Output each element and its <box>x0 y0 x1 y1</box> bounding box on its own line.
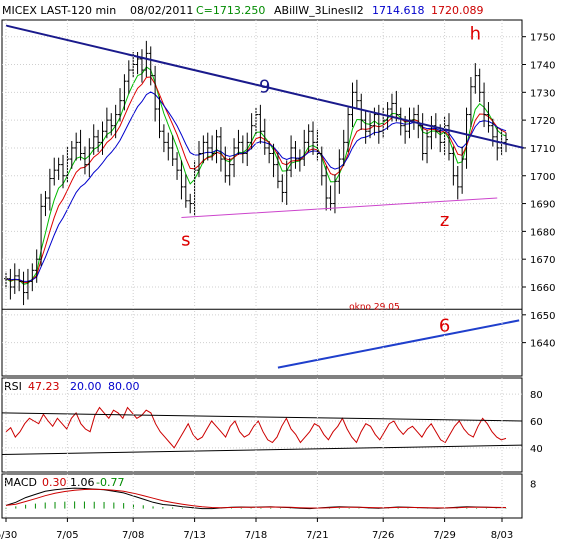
rsi-y-tick-label: 80 <box>530 390 543 401</box>
x-tick-label: 7/13 <box>183 530 205 541</box>
rsi-y-tick-label: 60 <box>530 417 543 428</box>
price-y-tick-label: 1670 <box>530 255 555 266</box>
x-tick-label: 6/30 <box>0 530 17 541</box>
header-indicator-value-1: 1714.618 <box>372 4 425 17</box>
rsi-lower-trendline <box>1 444 523 456</box>
header-close: C=1713.250 <box>196 4 265 17</box>
x-tick-label: 7/18 <box>245 530 267 541</box>
x-tick-label: 7/26 <box>372 530 394 541</box>
price-panel: 1640 1650 1660 1670 1680 1690 1700 1710 1720 1730… <box>1 19 555 377</box>
annotation-label: 9 <box>259 76 270 97</box>
annotation-label: h <box>470 23 481 44</box>
price-y-tick-label: 1690 <box>530 200 555 211</box>
price-y-tick-label: 1700 <box>530 172 555 183</box>
rsi-frame <box>1 377 523 473</box>
macd-name-label: MACD <box>4 476 37 489</box>
rsi-y-tick-label: 40 <box>530 444 543 455</box>
line-line-6 <box>277 319 520 369</box>
rsi-name-label: RSI <box>4 380 22 393</box>
macd-frame <box>1 473 523 519</box>
macd-value-2: 1.06 <box>70 476 95 489</box>
header-indicator-value-2: 1720.089 <box>431 4 484 17</box>
price-frame <box>1 19 523 377</box>
x-tick-label: 7/08 <box>122 530 144 541</box>
price-y-tick-label: 1650 <box>530 311 555 322</box>
price-y-tick-label: 1740 <box>530 61 555 72</box>
annotation-label: z <box>440 210 449 231</box>
macd-value-3: -0.77 <box>96 476 124 489</box>
annotation-label: okno 29.05 <box>349 302 400 312</box>
macd-value-1: 0.30 <box>42 476 67 489</box>
header-date: 08/02/2011 <box>130 4 193 17</box>
x-axis: 6/30 7/05 7/08 7/13 7/18 7/21 7/26 7/29 8/03 <box>0 20 513 541</box>
header-indicator: ABillW_3LinesII2 <box>274 4 364 17</box>
x-tick-label: 8/03 <box>491 530 513 541</box>
price-y-tick-label: 1680 <box>530 227 555 238</box>
price-y-tick-label: 1660 <box>530 283 555 294</box>
rsi-upper-label: 80.00 <box>108 380 140 393</box>
macd-y-tick-label: 8 <box>530 479 536 490</box>
rsi-value-label: 47.23 <box>28 380 60 393</box>
x-tick-label: 7/05 <box>56 530 78 541</box>
line-support-s-z <box>181 197 498 218</box>
price-y-tick-label: 1730 <box>530 88 555 99</box>
price-y-tick-label: 1720 <box>530 116 555 127</box>
rsi-lower-label: 20.00 <box>70 380 102 393</box>
line-resistance-9 <box>5 24 524 149</box>
header-symbol: MICEX LAST-120 min <box>2 4 116 17</box>
rsi-upper-trendline <box>1 412 523 422</box>
price-y-tick-label: 1710 <box>530 144 555 155</box>
x-tick-label: 7/29 <box>433 530 455 541</box>
x-tick-label: 7/21 <box>306 530 328 541</box>
annotation-label: s <box>181 229 190 250</box>
price-y-tick-label: 1640 <box>530 339 555 350</box>
price-y-tick-label: 1750 <box>530 33 555 44</box>
